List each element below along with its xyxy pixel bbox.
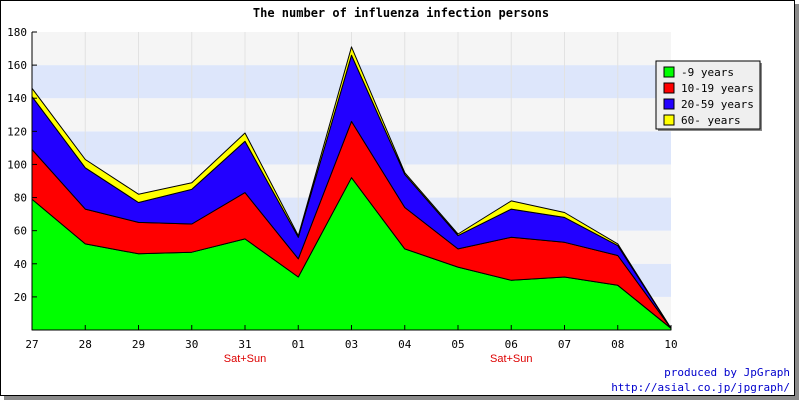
- legend-swatch: [663, 114, 675, 126]
- x-axis-ticks: 27 28 29 30 31 Sat+Sun 01 03 04 05 06 Sat+Sun 07 08 10: [25, 325, 678, 365]
- x-tick-sublabel: Sat+Sun: [224, 353, 267, 365]
- x-tick-sublabel: Sat+Sun: [490, 353, 533, 365]
- legend: -9 years 10-19 years 20-59 years 60- years: [655, 60, 762, 131]
- credit-line-2: http://asial.co.jp/jpgraph/: [611, 381, 790, 394]
- y-tick-label: 80: [14, 192, 27, 205]
- y-tick-label: 120: [7, 125, 27, 138]
- y-axis-ticks: 20 40 60 80 100 120 140 160 180: [7, 26, 37, 304]
- y-tick-label: 180: [7, 26, 27, 39]
- legend-label: 10-19 years: [681, 82, 754, 95]
- chart-title: The number of influenza infection person…: [253, 6, 549, 20]
- y-tick-label: 40: [14, 258, 27, 271]
- y-tick-label: 60: [14, 225, 27, 238]
- x-tick-label: 29: [132, 338, 145, 351]
- x-tick-label: 30: [185, 338, 198, 351]
- x-tick-label: 28: [79, 338, 92, 351]
- x-tick-label: 01: [292, 338, 305, 351]
- x-tick-label: 04: [398, 338, 412, 351]
- y-tick-label: 20: [14, 291, 27, 304]
- legend-label: 60- years: [681, 114, 741, 127]
- x-tick-label: 07: [558, 338, 571, 351]
- x-tick-label: 10: [664, 338, 677, 351]
- x-tick-label: 06: [505, 338, 518, 351]
- x-tick-label: 08: [611, 338, 624, 351]
- credit-line-1: produced by JpGraph: [664, 366, 790, 379]
- x-tick-label: 27: [25, 338, 38, 351]
- y-tick-label: 100: [7, 158, 27, 171]
- legend-label: -9 years: [681, 66, 734, 79]
- x-tick-label: 31: [238, 338, 251, 351]
- area-series-60-years: [31, 46, 672, 329]
- legend-swatch: [663, 66, 675, 78]
- y-tick-label: 140: [7, 92, 27, 105]
- y-tick-label: 160: [7, 59, 27, 72]
- x-tick-label: 03: [345, 338, 358, 351]
- legend-swatch: [663, 98, 675, 110]
- x-tick-label: 05: [451, 338, 464, 351]
- legend-label: 20-59 years: [681, 98, 754, 111]
- legend-swatch: [663, 82, 675, 94]
